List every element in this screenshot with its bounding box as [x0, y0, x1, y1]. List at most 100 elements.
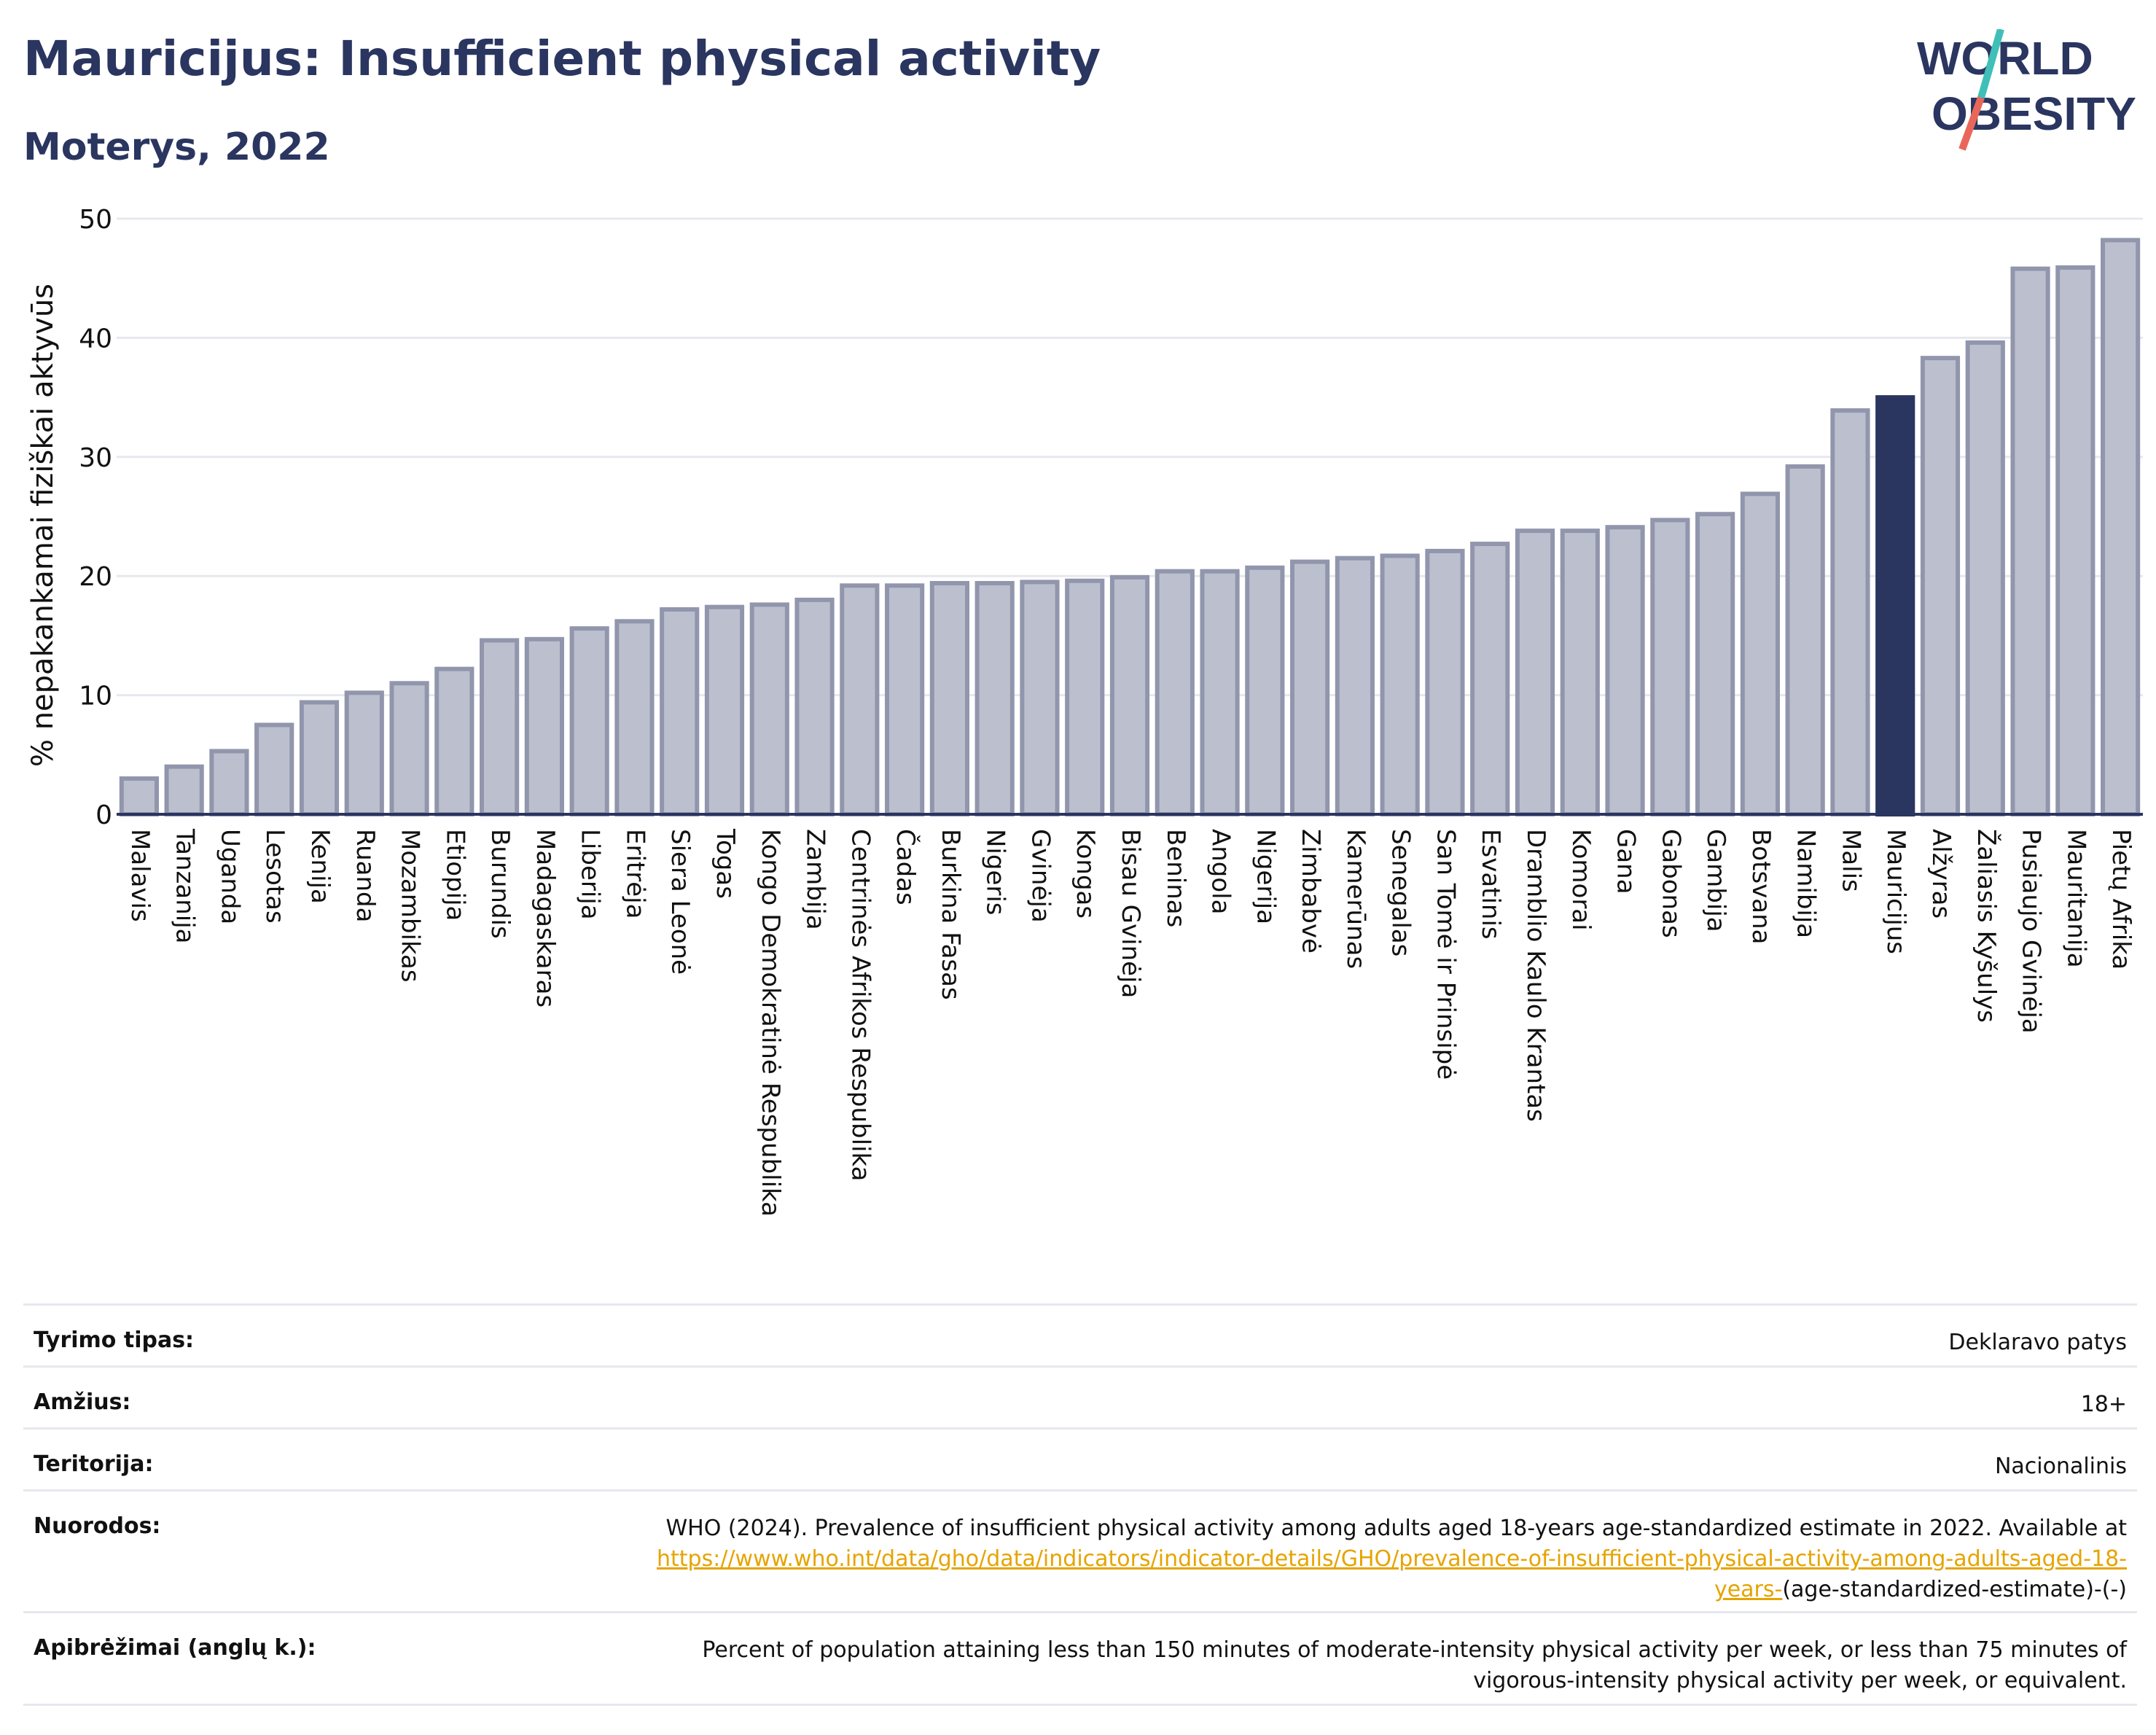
info-row-definitions: Apibrėžimai (anglų k.): Percent of popul… [23, 1611, 2137, 1706]
bar [1065, 578, 1105, 817]
y-tick-label: 50 [79, 205, 112, 235]
x-tick-label: Kongas [1071, 829, 1100, 919]
bar [1470, 542, 1510, 816]
info-label: Tyrimo tipas: [34, 1327, 195, 1353]
reference-text: WHO (2024). Prevalence of insufficient p… [665, 1516, 2127, 1541]
x-tick-label: Mauricijus [1881, 829, 1910, 954]
x-tick-label: Dramblio Kaulo Krantas [1521, 829, 1550, 1122]
info-value: WHO (2024). Prevalence of insufficient p… [596, 1513, 2127, 1605]
info-row-age: Amžius: 18+ [23, 1365, 2137, 1427]
info-value: Percent of population attaining less tha… [702, 1637, 2127, 1693]
bar [1425, 548, 1465, 816]
info-value: Nacionalinis [1994, 1454, 2127, 1479]
y-tick-label: 10 [79, 682, 112, 711]
x-tick-label: Komorai [1566, 829, 1595, 931]
reference-text-suffix: (age-standardized-estimate)-(-) [1782, 1577, 2127, 1602]
bar [975, 581, 1015, 817]
bar [614, 619, 655, 816]
bar [1650, 518, 1690, 816]
x-tick-label: Madagaskaras [531, 829, 560, 1007]
bar [794, 597, 835, 816]
bar-highlighted [1875, 395, 1915, 816]
logo-text-world: WORLD [1917, 32, 2093, 85]
y-tick-label: 0 [95, 800, 112, 830]
x-tick-label: San Tomė ir Prinsipė [1431, 829, 1460, 1080]
x-tick-label: Liberija [576, 829, 605, 920]
bar [1740, 491, 1780, 816]
x-tick-label: Pietų Afrika [2106, 829, 2136, 970]
bar [749, 602, 789, 817]
bar [209, 749, 249, 816]
x-tick-label: Zambija [801, 829, 830, 930]
x-tick-label: Alžyras [1926, 829, 1956, 919]
bar [704, 604, 745, 817]
x-tick-label: Ruanda [351, 829, 380, 922]
x-tick-label: Žaliasis Kyšulys [1972, 829, 2001, 1023]
x-tick-label: Etiopija [440, 829, 469, 921]
bar [434, 666, 474, 816]
x-tick-label: Bisau Gvinėja [1116, 829, 1145, 998]
x-tick-label: Burkina Fasas [936, 829, 965, 1000]
info-label: Apibrėžimai (anglų k.): [34, 1635, 316, 1661]
logo-slash-teal [1977, 29, 2004, 99]
x-tick-label: Mauritanija [2061, 829, 2090, 968]
x-tick-label: Kenija [305, 829, 335, 904]
bar [1605, 525, 1645, 816]
bar [164, 764, 204, 817]
x-tick-label: Čadas [891, 829, 921, 905]
y-axis-label: % nepakankamai fiziškai aktyvūs [26, 284, 60, 767]
info-value: 18+ [2080, 1392, 2127, 1417]
bar [1155, 569, 1195, 816]
bar [2101, 238, 2141, 816]
bar [569, 626, 609, 817]
x-tick-label: Esvatinis [1476, 829, 1505, 940]
bar [2055, 265, 2096, 816]
bar [299, 700, 340, 816]
reference-link[interactable]: https://www.who.int/data/gho/data/indica… [657, 1546, 2127, 1602]
x-tick-label: Kamerūnas [1341, 829, 1370, 969]
x-tick-label: Uganda [215, 829, 244, 924]
x-tick-label: Siera Leonė [665, 829, 695, 975]
bar [480, 638, 520, 816]
x-tick-label: Gambija [1701, 829, 1730, 932]
logo-slash-red [1958, 96, 1985, 151]
bar [1109, 574, 1150, 816]
bar [1785, 464, 1825, 816]
bar [929, 581, 969, 817]
bar-chart: 0 10 20 30 40 50 Malavis Tanzanija Uganda Lesota… [26, 205, 2143, 1217]
x-tick-label: Kongo Demokratinė Respublika [756, 829, 785, 1217]
bar [389, 681, 429, 817]
x-tick-label: Nigeris [981, 829, 1010, 916]
info-row-references: Nuorodos: WHO (2024). Prevalence of insu… [23, 1489, 2137, 1611]
x-tick-label: Angola [1206, 829, 1235, 914]
x-tick-label: Gana [1612, 829, 1641, 894]
x-tick-label: Pusiaujo Gvinėja [2017, 829, 2046, 1034]
bar [660, 607, 700, 817]
page-title: Mauricijus: Insufficient physical activi… [23, 31, 1101, 87]
bar [1290, 559, 1330, 816]
x-tick-label: Malis [1836, 829, 1865, 892]
bar [1020, 580, 1060, 816]
info-label: Amžius: [34, 1389, 131, 1415]
y-tick-label: 20 [79, 562, 112, 592]
info-table: Tyrimo tipas: Deklaravo patys Amžius: 18… [23, 1303, 2137, 1706]
x-tick-label: Nigerija [1251, 829, 1280, 924]
x-tick-label: Mozambikas [396, 829, 425, 983]
bar [1830, 408, 1870, 816]
bar [1200, 569, 1240, 816]
bar [1380, 553, 1420, 816]
bar [524, 636, 564, 816]
x-tick-label: Zimbabvė [1296, 829, 1325, 954]
x-tick-label: Lesotas [260, 829, 289, 924]
x-tick-label: Tanzanija [171, 828, 200, 943]
y-tick-label: 30 [79, 443, 112, 473]
bar [1245, 565, 1285, 817]
y-tick-label: 40 [79, 324, 112, 354]
y-tick-labels: 0 10 20 30 40 50 [79, 205, 112, 830]
x-tick-label: Senegalas [1386, 829, 1415, 956]
world-obesity-logo: WORLD OBESITY [1917, 29, 2136, 151]
info-value: Deklaravo patys [1948, 1330, 2127, 1355]
x-tick-label: Botsvana [1746, 829, 1776, 945]
x-tick-label: Gabonas [1656, 829, 1685, 938]
x-tick-label: Centrinės Afrikos Respublika [845, 829, 875, 1181]
